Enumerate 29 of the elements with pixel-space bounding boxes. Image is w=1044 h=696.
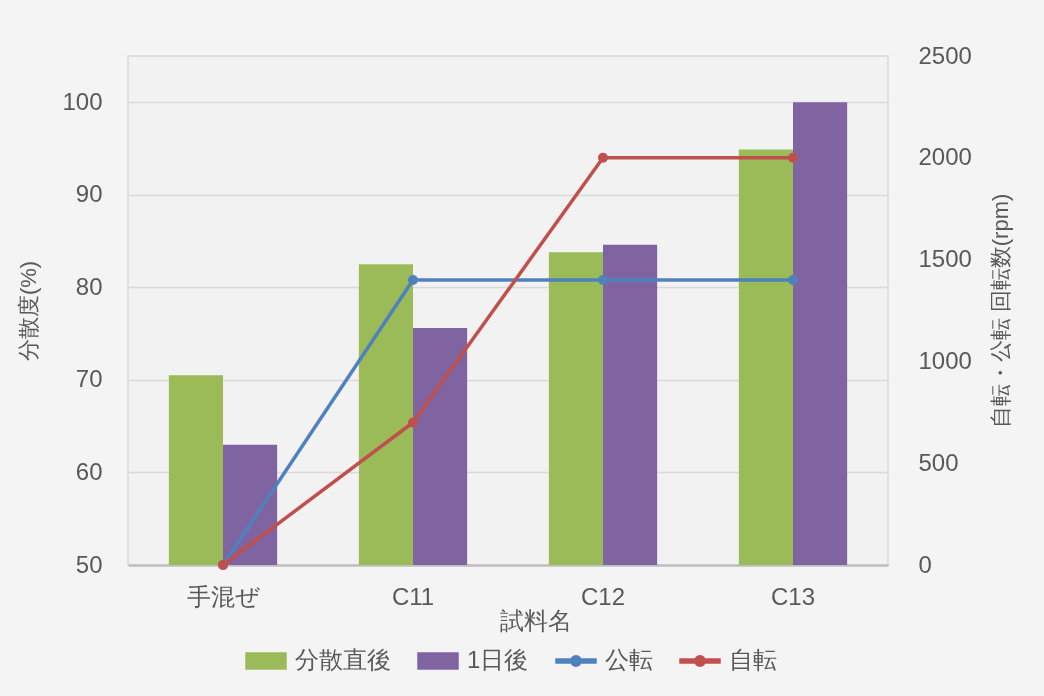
point: [408, 274, 418, 285]
y2-tick-label: 1000: [918, 346, 972, 374]
x-axis-title: 試料名: [499, 606, 572, 634]
y2-tick-label: 500: [918, 448, 959, 476]
y-tick-label: 60: [75, 457, 103, 485]
legend-label: 分散直後: [295, 646, 391, 673]
x-tick-label: C13: [770, 582, 816, 610]
y-axis-title: 分散度(%): [15, 260, 41, 362]
point: [598, 152, 608, 163]
x-tick-label: C11: [391, 582, 435, 610]
y-tick-label: 70: [75, 365, 103, 393]
legend-label: 自転: [729, 646, 777, 673]
point: [788, 152, 798, 163]
x-tick-label: C12: [580, 582, 626, 610]
y-tick-label: 50: [75, 550, 103, 578]
point: [788, 274, 798, 285]
y-tick-label: 80: [75, 272, 103, 300]
legend-label: 1日後: [467, 646, 529, 673]
y2-tick-label: 2000: [918, 143, 972, 171]
y2-tick-label: 2500: [918, 41, 972, 69]
legend-label: 公転: [605, 646, 653, 673]
point: [598, 274, 608, 285]
y2-tick-label: 1500: [918, 245, 972, 273]
y2-axis-title: 自転・公転 回転数(rpm): [987, 193, 1013, 429]
point: [408, 417, 418, 428]
y-tick-label: 100: [62, 87, 103, 115]
y-tick-label: 90: [75, 180, 103, 208]
y2-tick-label: 0: [918, 550, 932, 578]
x-tick-label: 手混ぜ: [186, 582, 261, 610]
